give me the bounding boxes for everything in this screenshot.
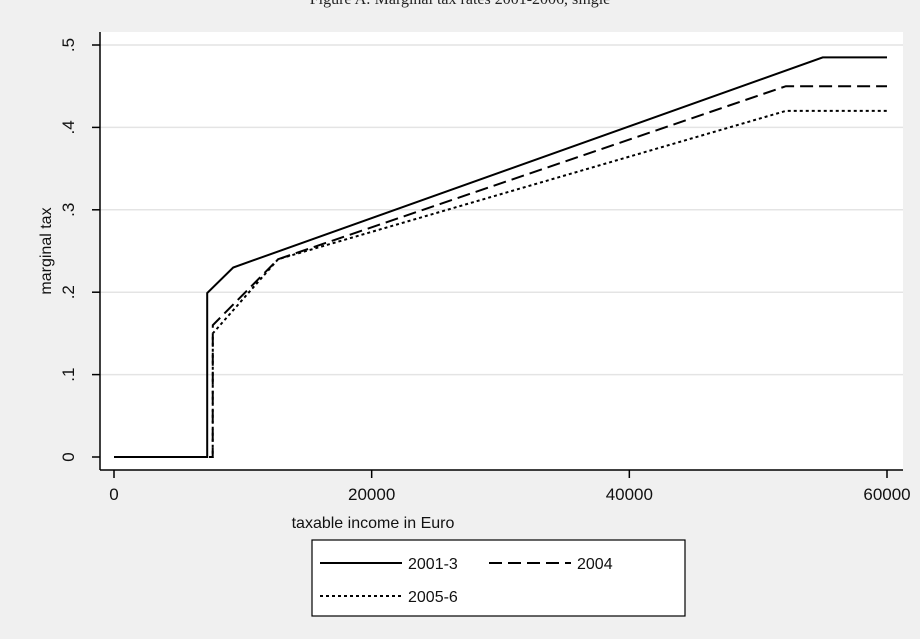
x-tick-label-3: 60000 <box>863 485 910 504</box>
y-tick-label-4: .4 <box>59 120 78 134</box>
y-tick-label-0: 0 <box>59 452 78 461</box>
legend: 2001-3 2004 2005-6 <box>311 539 686 617</box>
axes: 0 .1 .2 .3 .4 .5 0 20000 40000 60000 <box>59 32 911 504</box>
legend-box <box>311 539 686 617</box>
legend-label-2005-6: 2005-6 <box>408 589 458 606</box>
series-line-2005-6 <box>114 109 887 458</box>
x-tick-label-1: 20000 <box>348 485 395 504</box>
x-axis-label: taxable income in Euro <box>292 515 455 532</box>
x-tick-label-2: 40000 <box>606 485 653 504</box>
y-tick-label-3: .3 <box>59 203 78 217</box>
y-tick-label-5: .5 <box>59 38 78 52</box>
series-line-2004 <box>114 85 887 458</box>
series-layer <box>114 56 887 458</box>
plot-area <box>100 32 903 470</box>
y-axis-label: marginal tax <box>38 207 55 294</box>
gridlines <box>100 44 903 376</box>
legend-label-2004: 2004 <box>577 556 613 573</box>
y-tick-label-1: .1 <box>59 368 78 382</box>
y-tick-label-2: .2 <box>59 285 78 299</box>
legend-label-2001-3: 2001-3 <box>408 556 458 573</box>
page-title: Figure A: Marginal tax rates 2001-2006, … <box>0 0 920 9</box>
x-tick-label-0: 0 <box>109 485 118 504</box>
